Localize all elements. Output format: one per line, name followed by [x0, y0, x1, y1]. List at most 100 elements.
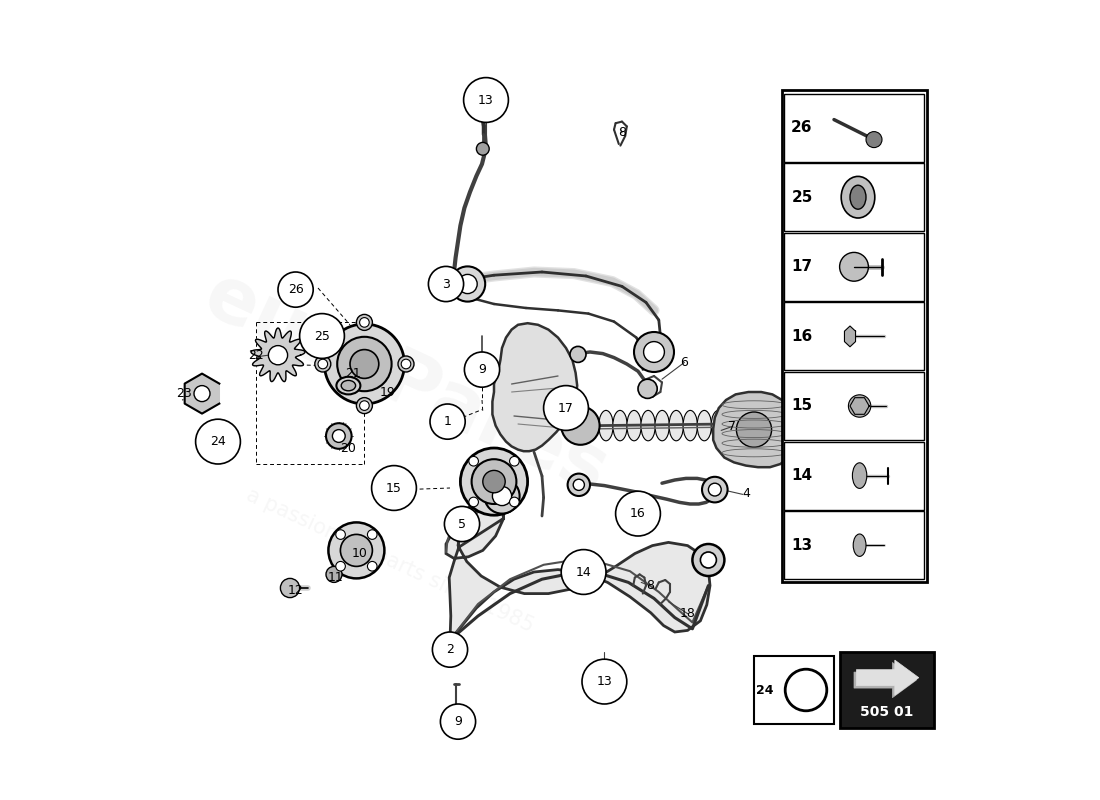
Ellipse shape	[598, 410, 613, 441]
Text: a passion for parts since 1985: a passion for parts since 1985	[243, 484, 537, 636]
Text: 16: 16	[630, 507, 646, 520]
Circle shape	[736, 412, 771, 447]
Ellipse shape	[356, 314, 373, 330]
Text: 24: 24	[757, 683, 774, 697]
Text: 4: 4	[742, 487, 750, 500]
Circle shape	[468, 354, 496, 382]
Text: 26: 26	[791, 120, 813, 135]
Circle shape	[402, 359, 410, 369]
Text: 23: 23	[176, 387, 191, 400]
Text: 8: 8	[618, 126, 626, 138]
Text: 9: 9	[454, 715, 462, 728]
Circle shape	[350, 350, 378, 378]
Text: 14: 14	[575, 566, 592, 578]
Circle shape	[443, 709, 470, 734]
Text: 3: 3	[442, 278, 450, 290]
Ellipse shape	[712, 410, 726, 441]
Polygon shape	[854, 662, 916, 698]
Circle shape	[338, 337, 392, 391]
Circle shape	[450, 266, 485, 302]
Circle shape	[324, 324, 405, 404]
Circle shape	[568, 474, 590, 496]
Circle shape	[440, 704, 475, 739]
Polygon shape	[446, 496, 710, 640]
Polygon shape	[251, 328, 305, 382]
Bar	[784, 302, 924, 370]
Circle shape	[280, 578, 299, 598]
Ellipse shape	[315, 356, 331, 372]
Circle shape	[464, 352, 499, 387]
Circle shape	[458, 274, 477, 294]
Circle shape	[638, 379, 657, 398]
Bar	[754, 656, 834, 724]
Text: 25: 25	[315, 330, 330, 342]
Circle shape	[340, 534, 373, 566]
Text: 13: 13	[596, 675, 613, 688]
Circle shape	[318, 359, 328, 369]
Text: 26: 26	[288, 283, 304, 296]
Circle shape	[442, 642, 458, 658]
Circle shape	[336, 562, 345, 571]
Bar	[784, 233, 924, 301]
Circle shape	[848, 394, 871, 417]
Ellipse shape	[356, 398, 373, 414]
Ellipse shape	[683, 410, 697, 441]
Circle shape	[332, 430, 345, 442]
Bar	[784, 163, 924, 231]
Bar	[782, 90, 927, 582]
Text: 5: 5	[458, 518, 466, 530]
Text: 20: 20	[341, 442, 356, 454]
Bar	[784, 94, 924, 162]
Text: euroPares: euroPares	[192, 258, 619, 510]
Text: 19: 19	[379, 386, 396, 398]
Text: 15: 15	[386, 482, 402, 494]
Circle shape	[432, 632, 468, 667]
Circle shape	[372, 466, 417, 510]
Bar	[839, 652, 934, 728]
Ellipse shape	[654, 410, 670, 441]
Circle shape	[475, 362, 488, 374]
Circle shape	[582, 659, 627, 704]
Circle shape	[268, 346, 287, 365]
Ellipse shape	[852, 462, 867, 488]
Text: 22: 22	[249, 350, 264, 362]
Circle shape	[493, 486, 512, 506]
Ellipse shape	[627, 410, 641, 441]
Polygon shape	[850, 398, 869, 414]
Circle shape	[701, 552, 716, 568]
Circle shape	[461, 448, 528, 515]
Ellipse shape	[398, 356, 414, 372]
Circle shape	[428, 266, 463, 302]
Text: 15: 15	[791, 398, 813, 414]
Circle shape	[430, 404, 465, 439]
Circle shape	[329, 522, 384, 578]
Circle shape	[194, 386, 210, 402]
Circle shape	[360, 318, 370, 327]
Circle shape	[543, 386, 588, 430]
Circle shape	[336, 530, 345, 539]
Text: 11: 11	[328, 571, 343, 584]
Circle shape	[484, 478, 519, 514]
Circle shape	[196, 419, 241, 464]
Polygon shape	[185, 374, 219, 414]
Circle shape	[434, 634, 466, 666]
Ellipse shape	[854, 534, 866, 557]
Circle shape	[839, 253, 868, 282]
Circle shape	[469, 457, 478, 466]
Text: 8: 8	[646, 579, 654, 592]
Text: 1: 1	[443, 415, 451, 428]
Bar	[784, 511, 924, 579]
Text: 10: 10	[352, 547, 367, 560]
Text: 13: 13	[478, 94, 494, 106]
Text: 21: 21	[345, 367, 361, 380]
Ellipse shape	[613, 410, 627, 441]
Circle shape	[278, 272, 314, 307]
Circle shape	[616, 491, 660, 536]
Circle shape	[509, 497, 519, 506]
Circle shape	[451, 716, 462, 727]
Circle shape	[326, 423, 352, 449]
Text: 17: 17	[791, 259, 813, 274]
Circle shape	[463, 78, 508, 122]
Polygon shape	[713, 392, 795, 467]
Circle shape	[367, 530, 377, 539]
